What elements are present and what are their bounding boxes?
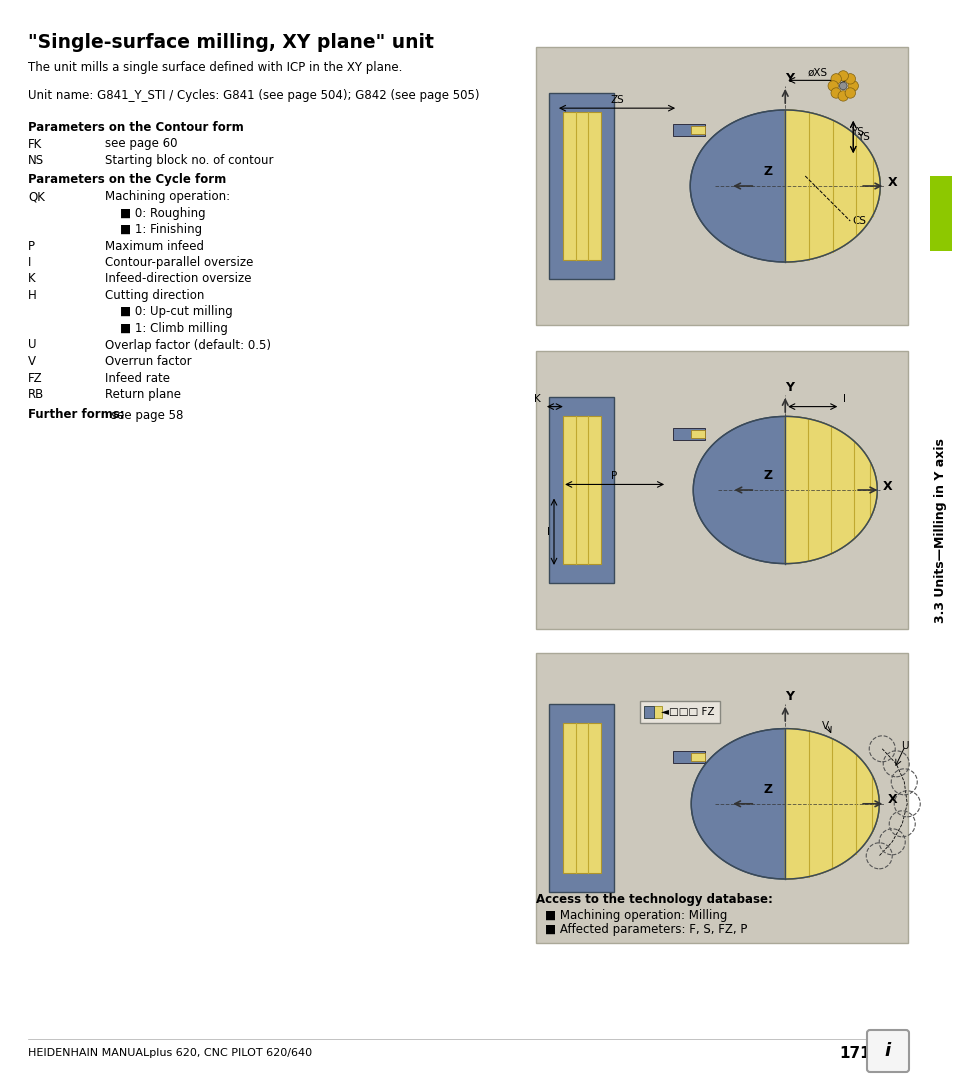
Polygon shape xyxy=(691,729,879,879)
Text: Parameters on the Cycle form: Parameters on the Cycle form xyxy=(28,173,226,187)
Text: Unit name: G841_Y_STI / Cycles: G841 (see page 504); G842 (see page 505): Unit name: G841_Y_STI / Cycles: G841 (se… xyxy=(28,89,479,103)
Text: ■ Affected parameters: F, S, FZ, P: ■ Affected parameters: F, S, FZ, P xyxy=(544,923,746,936)
Text: Overrun factor: Overrun factor xyxy=(105,355,192,368)
Bar xyxy=(639,700,720,722)
Text: see page 58: see page 58 xyxy=(111,408,183,421)
Text: Infeed-direction oversize: Infeed-direction oversize xyxy=(105,273,252,286)
Text: Z: Z xyxy=(762,165,772,178)
Text: NS: NS xyxy=(28,154,44,167)
Text: I: I xyxy=(547,527,550,537)
Polygon shape xyxy=(784,110,880,262)
Text: The unit mills a single surface defined with ICP in the XY plane.: The unit mills a single surface defined … xyxy=(28,61,402,74)
Bar xyxy=(536,47,907,325)
Bar xyxy=(562,111,600,261)
Text: U: U xyxy=(901,741,908,751)
Text: P: P xyxy=(28,240,35,252)
Text: ■ 0: Up-cut milling: ■ 0: Up-cut milling xyxy=(120,305,233,319)
Bar xyxy=(548,397,614,583)
Text: V: V xyxy=(28,355,36,368)
Bar xyxy=(672,428,704,440)
Text: YS: YS xyxy=(850,127,862,137)
Text: Cutting direction: Cutting direction xyxy=(105,289,204,302)
Text: FZ: FZ xyxy=(28,372,43,384)
Text: ■ 1: Finishing: ■ 1: Finishing xyxy=(120,223,202,236)
Text: X: X xyxy=(887,176,897,189)
Circle shape xyxy=(844,87,855,98)
Bar xyxy=(672,752,704,764)
Text: Overlap factor (default: 0.5): Overlap factor (default: 0.5) xyxy=(105,338,271,351)
Text: K: K xyxy=(534,394,540,404)
Circle shape xyxy=(837,91,847,101)
Circle shape xyxy=(847,81,858,92)
Text: X: X xyxy=(887,793,897,806)
Text: U: U xyxy=(28,338,36,351)
Bar xyxy=(690,125,704,134)
Text: Y: Y xyxy=(784,381,793,394)
Text: P: P xyxy=(611,471,618,481)
Bar xyxy=(929,56,953,1036)
Text: 3.3 Units—Milling in Y axis: 3.3 Units—Milling in Y axis xyxy=(934,439,946,623)
Polygon shape xyxy=(690,110,880,262)
Text: RB: RB xyxy=(28,388,44,401)
Text: see page 60: see page 60 xyxy=(105,137,177,151)
Text: øXS: øXS xyxy=(807,68,827,77)
Bar xyxy=(643,706,661,718)
Circle shape xyxy=(839,82,846,89)
Text: V: V xyxy=(821,721,828,731)
Text: Maximum infeed: Maximum infeed xyxy=(105,240,204,252)
Text: Y: Y xyxy=(784,72,793,85)
Bar xyxy=(548,93,614,279)
Bar xyxy=(536,654,907,943)
Text: i: i xyxy=(884,1042,890,1060)
Circle shape xyxy=(827,81,838,92)
Bar xyxy=(548,705,614,891)
Text: YS: YS xyxy=(857,132,869,142)
Text: ■ Machining operation: Milling: ■ Machining operation: Milling xyxy=(544,909,726,922)
FancyBboxPatch shape xyxy=(866,1030,908,1072)
Text: I: I xyxy=(28,256,31,269)
Bar xyxy=(690,430,704,437)
Text: Return plane: Return plane xyxy=(105,388,181,401)
Text: Starting block no. of contour: Starting block no. of contour xyxy=(105,154,274,167)
Text: Y: Y xyxy=(784,690,793,703)
Text: I: I xyxy=(842,394,845,404)
Text: CS: CS xyxy=(851,216,865,226)
Polygon shape xyxy=(693,417,877,564)
Text: QK: QK xyxy=(28,190,45,203)
Text: K: K xyxy=(28,273,35,286)
Text: Further forms:: Further forms: xyxy=(28,408,125,421)
Bar xyxy=(929,176,951,251)
Text: HEIDENHAIN MANUALplus 620, CNC PILOT 620/640: HEIDENHAIN MANUALplus 620, CNC PILOT 620… xyxy=(28,1048,312,1058)
Text: Z: Z xyxy=(762,783,772,795)
Text: Access to the technology database:: Access to the technology database: xyxy=(536,894,772,906)
Bar xyxy=(643,706,654,718)
Bar xyxy=(690,753,704,762)
Text: FK: FK xyxy=(28,137,42,151)
Text: ■ 1: Climb milling: ■ 1: Climb milling xyxy=(120,322,228,335)
Text: ◄□□□ FZ: ◄□□□ FZ xyxy=(660,707,714,717)
Text: Z: Z xyxy=(762,469,772,482)
Bar xyxy=(536,351,907,630)
Bar xyxy=(562,723,600,873)
Bar xyxy=(562,416,600,564)
Circle shape xyxy=(830,87,841,98)
Text: 171: 171 xyxy=(839,1045,870,1060)
Bar xyxy=(672,124,704,136)
Text: X: X xyxy=(882,480,892,492)
Circle shape xyxy=(830,74,841,84)
Text: "Single-surface milling, XY plane" unit: "Single-surface milling, XY plane" unit xyxy=(28,33,434,52)
Polygon shape xyxy=(784,417,877,564)
Text: H: H xyxy=(28,289,37,302)
Text: Parameters on the Contour form: Parameters on the Contour form xyxy=(28,121,244,134)
Text: ZS: ZS xyxy=(610,95,623,105)
Text: Machining operation:: Machining operation: xyxy=(105,190,230,203)
Text: Contour-parallel oversize: Contour-parallel oversize xyxy=(105,256,253,269)
Polygon shape xyxy=(784,729,879,879)
Text: Infeed rate: Infeed rate xyxy=(105,372,170,384)
Text: ■ 0: Roughing: ■ 0: Roughing xyxy=(120,206,206,219)
Circle shape xyxy=(844,74,855,84)
Circle shape xyxy=(837,71,847,81)
